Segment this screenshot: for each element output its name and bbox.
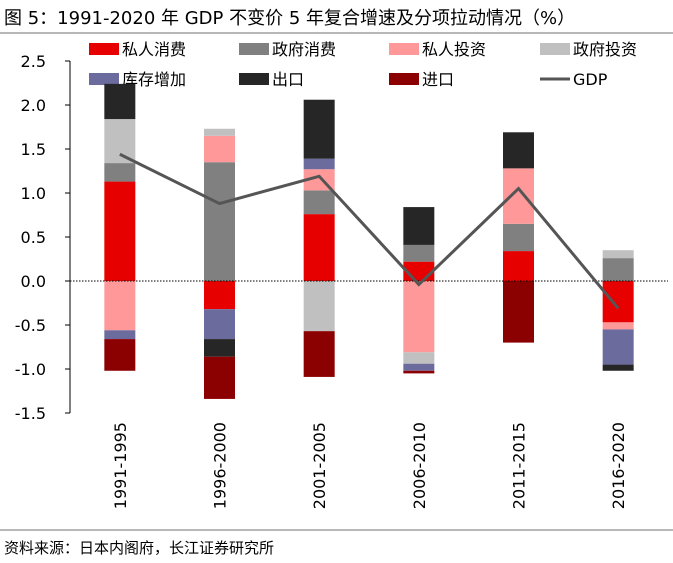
x-tick-label: 1991-1995 — [111, 422, 130, 509]
legend-label: 政府投资 — [573, 40, 637, 59]
legend-swatch — [540, 43, 570, 55]
bar-segment — [303, 331, 335, 377]
bar-segment — [403, 281, 435, 353]
y-axis: 2.5 2.0 1.5 1.0 0.5 0.0 -0.5 -1.0 -1.5 — [15, 52, 71, 423]
y-tick-label: 1.5 — [21, 140, 46, 159]
bar-segment — [204, 135, 235, 163]
bar-segment — [303, 190, 335, 215]
legend-label: 进口 — [422, 70, 454, 89]
bar-segment — [303, 158, 335, 170]
y-tick-label: 2.5 — [21, 52, 46, 71]
legend-swatch — [89, 73, 119, 85]
y-tick-label: 1.0 — [21, 184, 46, 203]
y-tick-label: -1.5 — [15, 404, 46, 423]
bar-segment — [602, 322, 634, 330]
bar-segment — [204, 281, 235, 310]
legend-label: 私人投资 — [422, 40, 486, 59]
bar-segment — [303, 214, 335, 281]
x-tick-label: 2001-2005 — [310, 422, 329, 509]
bar-segment — [602, 281, 634, 323]
x-tick-label: 1996-2000 — [211, 422, 230, 509]
bar-segment — [104, 281, 136, 331]
y-tick-label: 0.0 — [21, 272, 46, 291]
bar-stacks — [104, 83, 634, 399]
x-tick-label: 2016-2020 — [609, 422, 628, 509]
bar-segment — [403, 244, 435, 262]
bar-segment — [503, 168, 534, 224]
bar-segment — [602, 329, 634, 365]
figure-source: 资料来源：日本内阁府，长江证券研究所 — [4, 539, 275, 557]
x-tick-label: 2006-2010 — [410, 422, 429, 509]
bar-segment — [303, 281, 335, 332]
x-axis: 1991-1995 1996-2000 2001-2005 2006-2010 2011… — [111, 422, 628, 509]
figure-title: 图 5：1991-2020 年 GDP 不变价 5 年复合增速及分项拉动情况（%… — [4, 8, 576, 29]
legend-swatch — [89, 43, 119, 55]
legend-label: 政府消费 — [272, 40, 336, 59]
bar-segment — [104, 163, 136, 182]
y-tick-label: -1.0 — [15, 360, 46, 379]
bar-segment — [503, 251, 534, 281]
source-rule — [0, 529, 673, 531]
bar-segment — [403, 352, 435, 364]
bar-segment — [104, 83, 136, 120]
gdp-line-series — [119, 152, 620, 310]
legend-label: 出口 — [272, 70, 304, 89]
bar-segment — [403, 363, 435, 371]
y-tick-label: -0.5 — [15, 316, 46, 335]
bar-segment — [403, 207, 435, 245]
bar-segment — [204, 162, 235, 281]
title-rule — [0, 32, 673, 34]
bar-segment — [303, 99, 335, 159]
bar-segment — [104, 330, 136, 340]
legend-label: 库存增加 — [122, 70, 186, 89]
legend-label: GDP — [573, 70, 608, 89]
y-tick-label: 2.0 — [21, 96, 46, 115]
bar-segment — [503, 223, 534, 252]
bar-segment — [204, 128, 235, 136]
bar-segment — [104, 339, 136, 371]
bar-segment — [602, 258, 634, 281]
bar-segment — [403, 370, 435, 374]
bar-segment — [204, 309, 235, 340]
legend-swatch — [239, 73, 269, 85]
bar-segment — [503, 132, 534, 169]
x-tick-label: 2011-2015 — [510, 422, 529, 509]
bar-segment — [104, 181, 136, 281]
bar-segment — [602, 364, 634, 371]
bar-segment — [104, 119, 136, 164]
y-tick-label: 0.5 — [21, 228, 46, 247]
legend-label: 私人消费 — [122, 40, 186, 59]
bar-segment — [602, 250, 634, 259]
gdp-line — [119, 152, 620, 310]
legend-swatch — [239, 43, 269, 55]
bar-segment — [204, 339, 235, 357]
bar-segment — [204, 356, 235, 399]
legend-swatch — [389, 73, 419, 85]
legend-swatch — [389, 43, 419, 55]
bar-segment — [503, 281, 534, 343]
